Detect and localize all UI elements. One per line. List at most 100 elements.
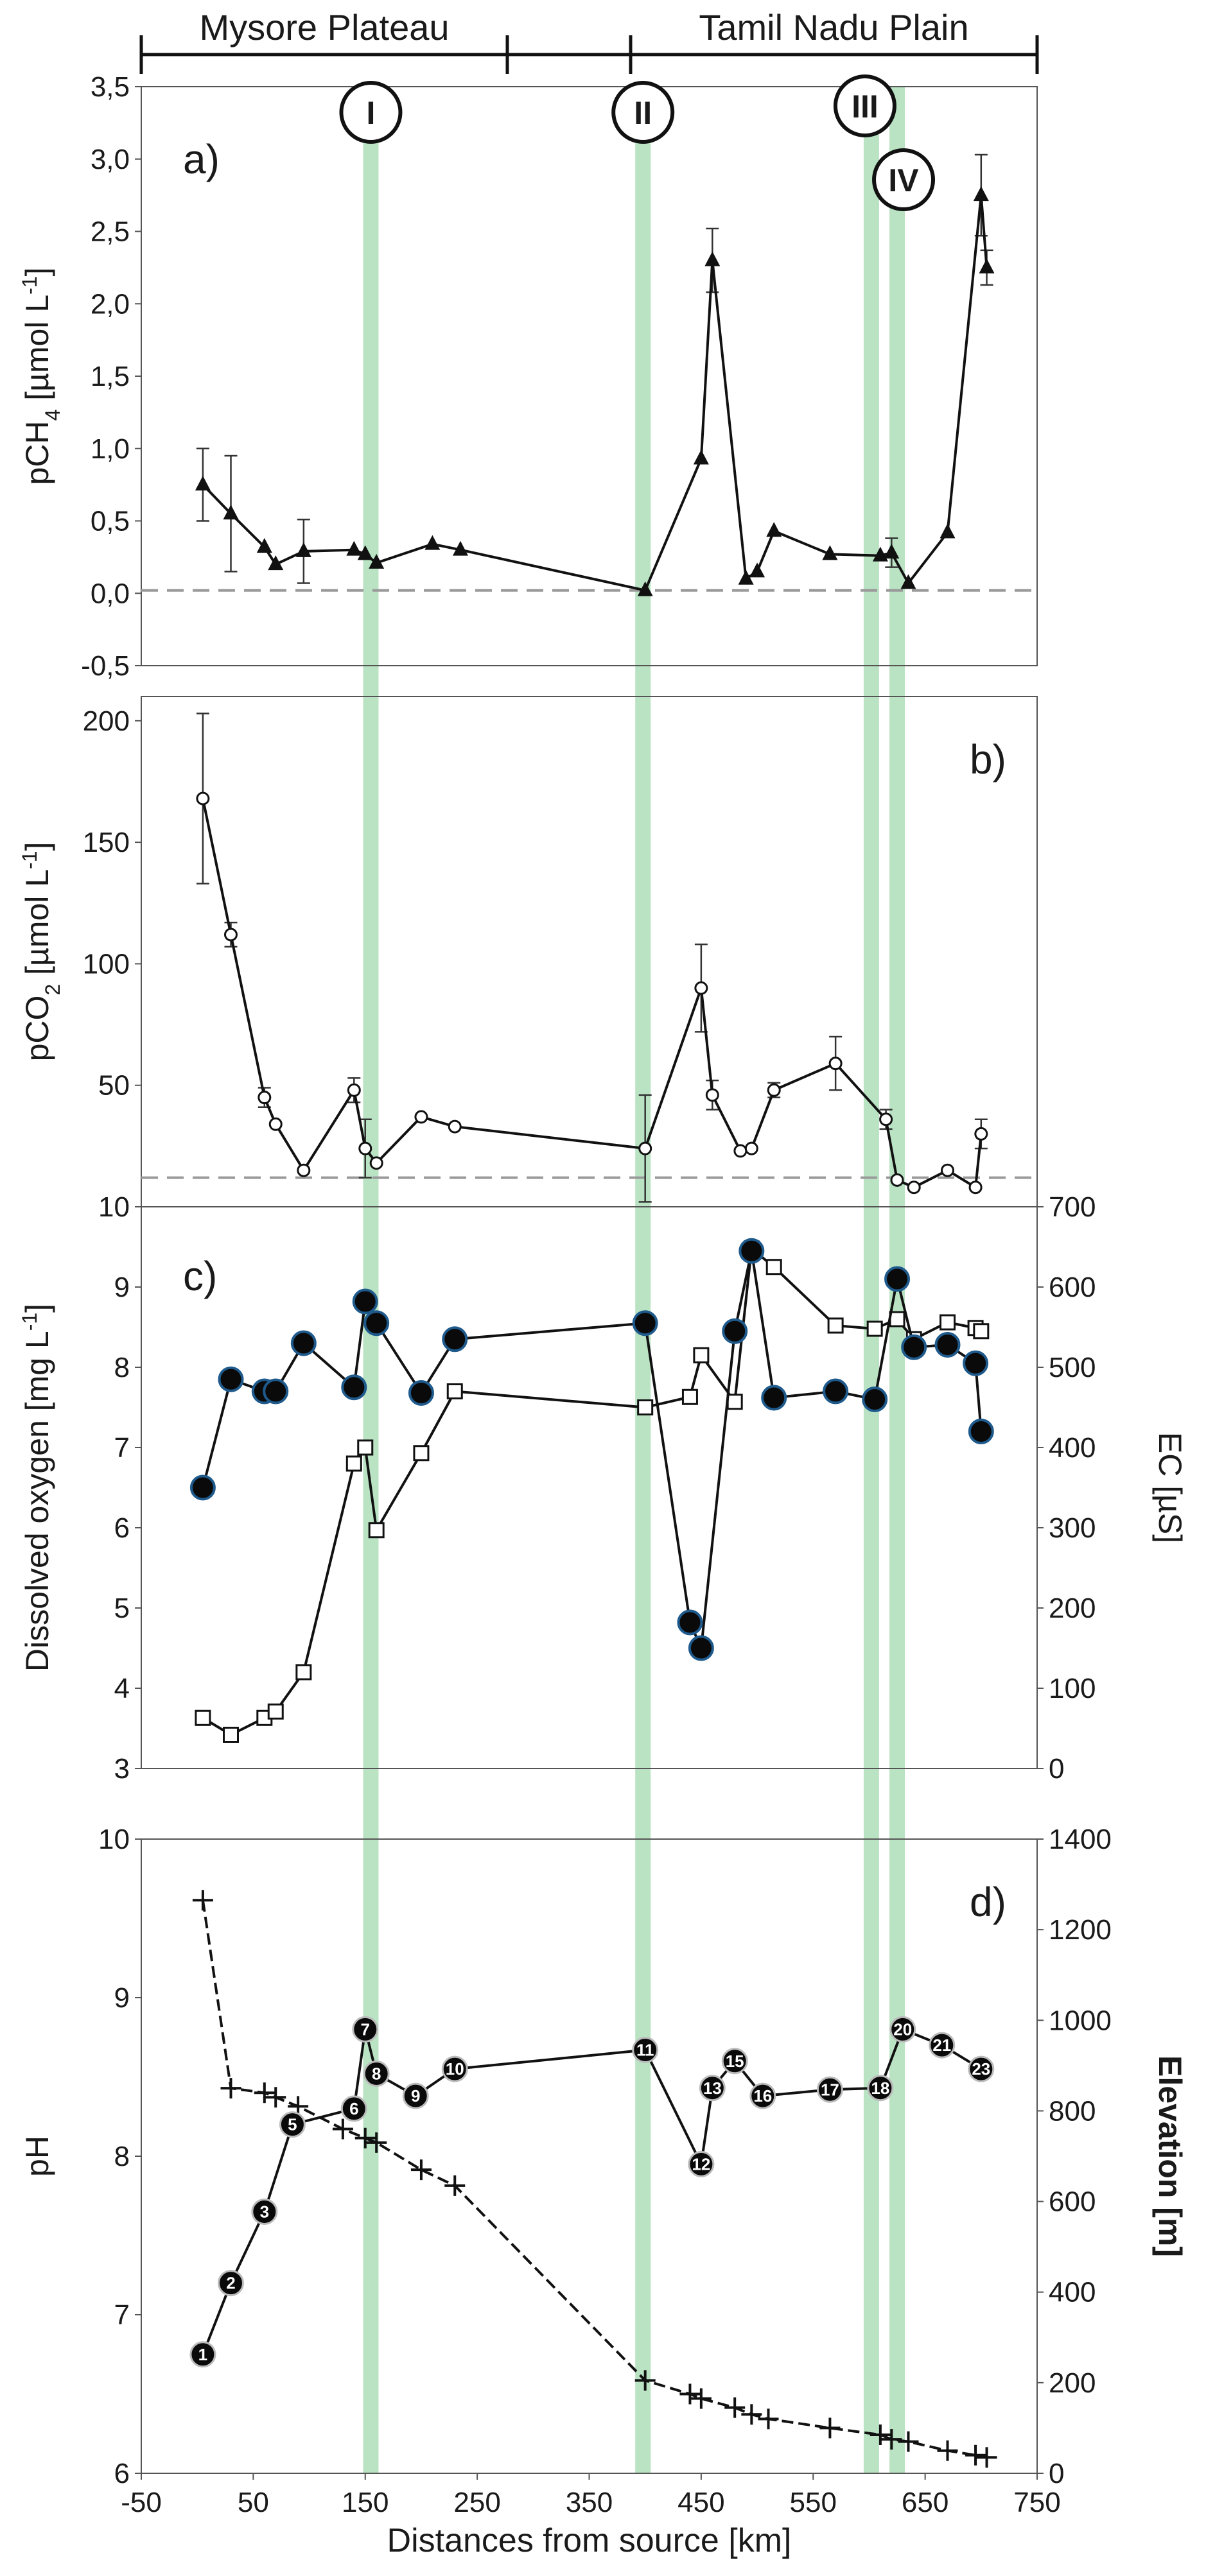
dissolved-oxygen-point	[632, 1310, 658, 1336]
ph-point-label: 5	[288, 2115, 297, 2134]
pch4-point	[268, 555, 284, 571]
y-tick-label: 10	[98, 1191, 130, 1223]
x-tick-label: 450	[677, 2487, 724, 2518]
pco2-point	[890, 1173, 904, 1187]
pch4-point	[900, 574, 916, 589]
ph-point-label: 21	[932, 2036, 951, 2055]
pch4-point	[766, 522, 782, 537]
confluence-marker-iii	[833, 74, 896, 137]
ph-point-label: 9	[411, 2086, 420, 2105]
y2-tick-label: 300	[1049, 1512, 1096, 1544]
ph-point-label: 18	[871, 2079, 889, 2098]
pco2-point	[224, 928, 238, 942]
pco2-point	[733, 1144, 747, 1158]
x-tick-label: 550	[790, 2487, 837, 2518]
ph-point	[251, 2198, 278, 2225]
y-tick-label: 2,0	[91, 288, 130, 320]
ec-point	[726, 1394, 743, 1410]
ec-point	[866, 1320, 883, 1337]
ph-point-label: 6	[349, 2099, 358, 2118]
dissolved-oxygen-point	[363, 1310, 390, 1336]
dissolved-oxygen-point	[408, 1380, 434, 1406]
dissolved-oxygen-point	[218, 1366, 244, 1392]
ph-point-label: 10	[446, 2059, 464, 2079]
pch4-point	[940, 523, 956, 539]
ec-point	[637, 1399, 654, 1415]
ph-point	[968, 2055, 995, 2082]
ph-point-label: 20	[893, 2019, 912, 2039]
dissolved-oxygen-point	[884, 1266, 911, 1292]
panel-a-pch4: -0,5 0,0 0,5 1,0 1,5 2,0 2,5 3,0 3,5 a) pCH4 [µmol…	[18, 71, 1038, 682]
pco2-point	[268, 1117, 283, 1131]
y2-tick-label: 400	[1049, 1432, 1096, 1464]
ph-point	[218, 2270, 244, 2297]
y-tick-label: 0,0	[91, 578, 130, 609]
y-tick-label: 3	[114, 1753, 130, 1785]
ec-point	[765, 1259, 782, 1275]
y2-tick-label: 1200	[1049, 1914, 1112, 1946]
panel-c-dissolved-oxygen-ec: 3456789100100200300400500600700c)Dissolv…	[18, 1191, 1188, 1785]
ph-point	[189, 2341, 216, 2368]
y2-axis-label-d: Elevation [m]	[1152, 2055, 1188, 2257]
dissolved-oxygen-point	[189, 1474, 216, 1501]
pco2-point	[369, 1156, 383, 1170]
ph-point	[816, 2076, 843, 2103]
confluence-marker-iv	[872, 148, 936, 211]
x-tick-label: 50	[238, 2487, 269, 2518]
pco2-point	[941, 1163, 954, 1177]
pch4-point	[369, 553, 385, 569]
ph-point	[889, 2016, 916, 2043]
pco2-point	[879, 1112, 893, 1127]
y2-tick-label: 200	[1049, 2367, 1096, 2399]
y-axis-label-c: Dissolved oxygen [mg L-1]	[18, 1304, 55, 1672]
dissolved-oxygen-point	[823, 1378, 849, 1405]
panel-label-c: c)	[183, 1253, 217, 1299]
panel-label-d: d)	[970, 1879, 1006, 1925]
y-tick-label: 10	[98, 1824, 130, 1855]
pch4-point	[637, 581, 653, 596]
confluence-bands	[363, 87, 905, 2473]
y2-tick-label: 600	[1049, 1272, 1096, 1303]
y2-tick-label: 200	[1049, 1593, 1096, 1624]
ec-point	[295, 1664, 312, 1681]
ph-point	[363, 2061, 390, 2088]
pco2-point	[258, 1091, 272, 1105]
pch4-point	[295, 542, 311, 557]
region-bar: Mysore Plateau Tamil Nadu Plain	[139, 7, 1039, 74]
ec-point	[368, 1522, 385, 1539]
dissolved-oxygen-point	[290, 1330, 317, 1356]
confluence-label-iv: IV	[888, 162, 919, 198]
pco2-point	[638, 1141, 652, 1155]
pch4-point	[424, 535, 441, 550]
y-axis-label-b: pCO2 [µmol L-1]	[18, 842, 64, 1062]
pco2-point	[744, 1141, 758, 1155]
y2-tick-label: 0	[1049, 1753, 1064, 1785]
pco2-point	[196, 791, 210, 806]
ph-point-label: 1	[198, 2345, 207, 2364]
pch4-point	[872, 546, 888, 562]
dissolved-oxygen-point	[341, 1374, 367, 1401]
y-tick-label: 7	[114, 2299, 130, 2331]
ec-point	[973, 1323, 990, 1340]
pch4-point	[346, 540, 362, 556]
pco2-point	[767, 1083, 781, 1097]
dissolved-oxygen-point	[901, 1334, 927, 1360]
y-axis-label-a: pCH4 [µmol L-1]	[18, 267, 64, 485]
dissolved-oxygen-point	[963, 1350, 989, 1376]
ph-point	[929, 2032, 956, 2059]
panel-d-ph-elevation: 6 7 8 9 10 0 200 400 600 800 1000 1200 1400 -50 50 150 2…	[19, 1824, 1188, 2559]
dissolved-oxygen-point	[677, 1609, 703, 1636]
y2-tick-label: 400	[1049, 2277, 1096, 2308]
pch4-point	[452, 540, 468, 556]
dissolved-oxygen-point	[722, 1318, 748, 1344]
y-tick-label: 200	[83, 705, 130, 737]
ec-point	[345, 1455, 362, 1472]
y-tick-label: 7	[114, 1432, 130, 1464]
y-tick-label: 150	[83, 827, 130, 858]
ec-point	[357, 1439, 374, 1456]
ph-point-label: 11	[636, 2041, 654, 2060]
confluence-band-i	[363, 87, 379, 2473]
x-tick-label: -50	[121, 2487, 162, 2518]
ph-point-label: 12	[692, 2154, 710, 2174]
